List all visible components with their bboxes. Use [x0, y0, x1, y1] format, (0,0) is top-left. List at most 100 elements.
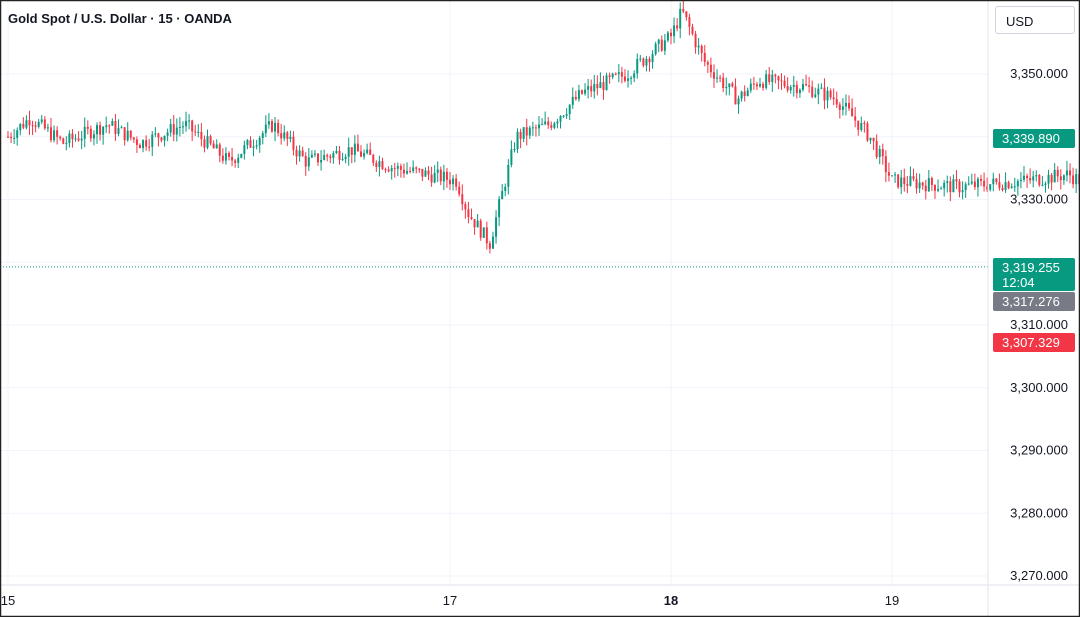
candle-body [995, 178, 998, 183]
candle-body [234, 160, 237, 163]
candle-body [1047, 174, 1050, 184]
candle-body [915, 179, 918, 189]
candle-body [771, 74, 774, 83]
candle-body [513, 149, 516, 151]
candle-body [930, 178, 933, 185]
candle-body [835, 99, 838, 105]
candle-body [68, 133, 71, 144]
candle-body [132, 137, 135, 140]
candle-body [359, 151, 362, 157]
candle-body [961, 190, 964, 193]
y-tick-label: 3,330.000 [1010, 192, 1068, 207]
candle-body [700, 45, 703, 53]
candle-body [224, 153, 227, 161]
candle-body [142, 140, 145, 149]
candle-body [43, 119, 46, 129]
candle-body [611, 73, 614, 78]
candle-body [943, 182, 946, 189]
candle-body [725, 87, 728, 89]
candle-body [283, 132, 286, 139]
candle-body [510, 149, 513, 165]
candle-body [596, 84, 599, 89]
candle-body [670, 32, 672, 37]
candle-body [1072, 175, 1075, 185]
candle-body [875, 141, 878, 157]
candle-body [479, 220, 482, 238]
candle-body [823, 87, 826, 101]
candle-body [264, 124, 267, 134]
candle-body [676, 25, 679, 29]
candle-body [387, 169, 390, 172]
candle-body [547, 121, 550, 126]
candle-body [627, 78, 630, 81]
candle-body [894, 174, 897, 176]
candle-body [298, 150, 301, 157]
candle-body [53, 130, 56, 141]
y-tick-label: 3,350.000 [1010, 66, 1068, 81]
candle-body [737, 98, 740, 105]
candle-body [1029, 178, 1032, 181]
candle-body [826, 90, 829, 101]
candle-body [844, 103, 847, 107]
candle-body [126, 130, 129, 141]
candle-body [863, 122, 866, 124]
candle-body [169, 124, 172, 133]
candle-body [34, 125, 37, 127]
candle-body [541, 124, 544, 126]
candle-body [442, 171, 445, 182]
candle-body [1053, 169, 1056, 183]
candle-body [565, 114, 568, 116]
candle-body [909, 176, 912, 186]
candle-body [820, 87, 823, 89]
candle-body [528, 127, 531, 136]
entry-price-tag: 3,317.276 [993, 292, 1075, 311]
candle-body [648, 58, 651, 63]
candle-body [108, 125, 111, 127]
candle-body [946, 181, 949, 183]
candle-body [832, 97, 835, 100]
candle-body [350, 147, 353, 155]
candle-body [123, 127, 126, 141]
candle-body [587, 86, 590, 90]
candle-body [679, 8, 682, 29]
candle-body [614, 73, 617, 75]
candle-body [270, 121, 273, 132]
candle-body [7, 136, 9, 138]
candle-body [872, 137, 875, 142]
candle-body [728, 83, 731, 88]
candle-body [231, 156, 234, 161]
candle-body [639, 58, 642, 60]
candle-body [1010, 186, 1013, 189]
y-tick-label: 3,270.000 [1010, 568, 1068, 583]
candle-body [215, 144, 218, 149]
candle-body [973, 181, 976, 188]
currency-button[interactable]: USD [995, 6, 1075, 34]
candle-body [657, 39, 660, 44]
candle-body [237, 157, 240, 163]
candle-body [703, 52, 706, 63]
candle-body [114, 121, 117, 134]
candle-body [952, 179, 955, 193]
candle-body [1041, 184, 1044, 186]
candle-body [734, 86, 737, 105]
candle-body [455, 178, 458, 187]
candle-body [317, 153, 320, 163]
candle-body [783, 80, 786, 87]
candle-body [571, 96, 574, 105]
candle-body [246, 140, 249, 146]
long-position-tool[interactable] [0, 137, 1080, 341]
candle-body [277, 122, 280, 134]
candle-body [28, 120, 31, 126]
candle-body [353, 143, 356, 155]
y-tick-label: 3,310.000 [1010, 317, 1068, 332]
candle-body [194, 131, 197, 133]
candle-body [467, 209, 470, 218]
candle-body [10, 136, 13, 138]
candle-body [344, 156, 347, 160]
candle-body [19, 123, 22, 131]
target-price-tag: 3,339.890 [993, 129, 1075, 148]
candle-body [178, 126, 181, 128]
candle-body [185, 120, 188, 127]
